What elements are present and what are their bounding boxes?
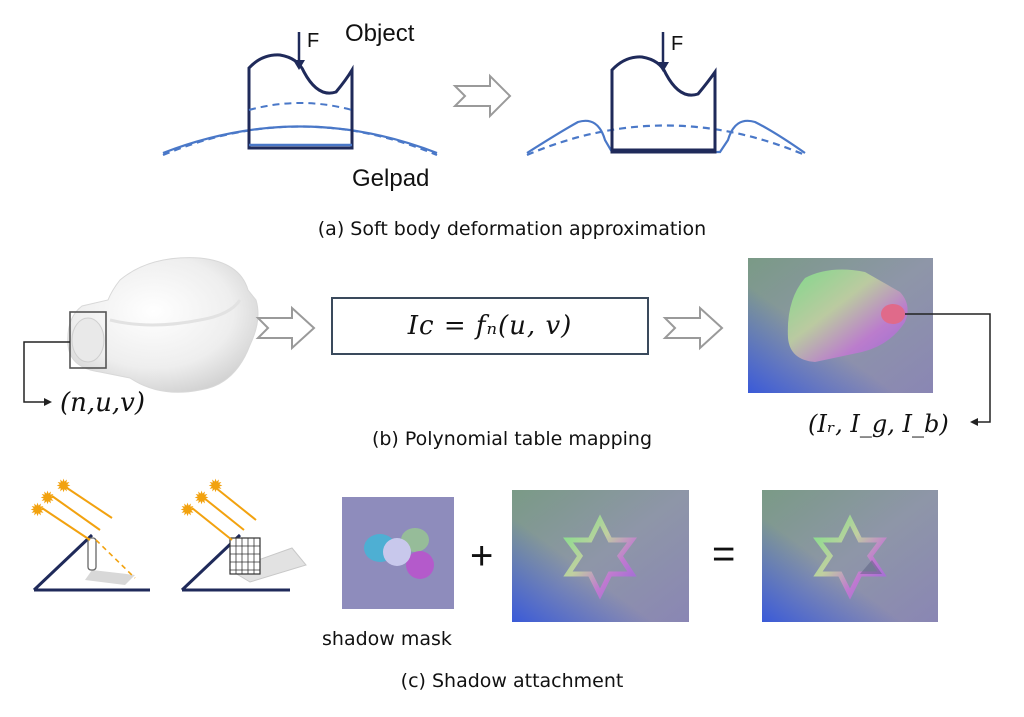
svg-text:✹: ✹ xyxy=(30,500,45,520)
gelpad-left xyxy=(162,125,438,157)
object-right xyxy=(610,55,717,154)
transition-arrow-b2 xyxy=(662,305,724,351)
force-arrow-left xyxy=(293,32,305,70)
force-arrow-right xyxy=(657,32,669,72)
equals-sign: = xyxy=(712,532,736,576)
caption-b: (b) Polynomial table mapping xyxy=(371,428,653,450)
equation-text: Ic = fₙ(u, v) xyxy=(407,311,573,341)
tactile-image-c-result xyxy=(762,490,938,622)
object-left xyxy=(247,53,354,150)
rgb-output-label: (Iᵣ, I_g, I_b) xyxy=(808,410,949,438)
tactile-image-b xyxy=(748,258,991,426)
svg-text:✹: ✹ xyxy=(40,488,55,508)
light-illustration-1: ✹ ✹ ✹ xyxy=(30,476,150,592)
force-label-right: F xyxy=(671,33,684,55)
transition-arrow-b1 xyxy=(255,305,316,351)
object-3d-render xyxy=(67,257,259,393)
transition-arrow-a xyxy=(452,73,512,119)
svg-text:✹: ✹ xyxy=(194,488,209,508)
input-coords-label: (n,u,v) xyxy=(60,388,145,418)
svg-text:✹: ✹ xyxy=(180,500,195,520)
light-illustration-2: ✹ ✹ ✹ xyxy=(180,476,307,592)
object-label: Object xyxy=(345,20,415,47)
tactile-image-c-source xyxy=(512,490,689,622)
force-label-left: F xyxy=(307,30,320,52)
selection-box xyxy=(23,311,107,406)
caption-c: (c) Shadow attachment xyxy=(400,670,624,692)
caption-a: (a) Soft body deformation approximation xyxy=(317,218,707,240)
plus-sign: + xyxy=(470,534,494,578)
svg-text:✹: ✹ xyxy=(208,476,223,496)
svg-text:✹: ✹ xyxy=(56,476,71,496)
gelpad-label: Gelpad xyxy=(352,165,430,192)
shadow-mask-image xyxy=(342,497,454,609)
equation-box: Ic = fₙ(u, v) xyxy=(331,297,649,355)
shadow-mask-label: shadow mask xyxy=(322,628,452,650)
